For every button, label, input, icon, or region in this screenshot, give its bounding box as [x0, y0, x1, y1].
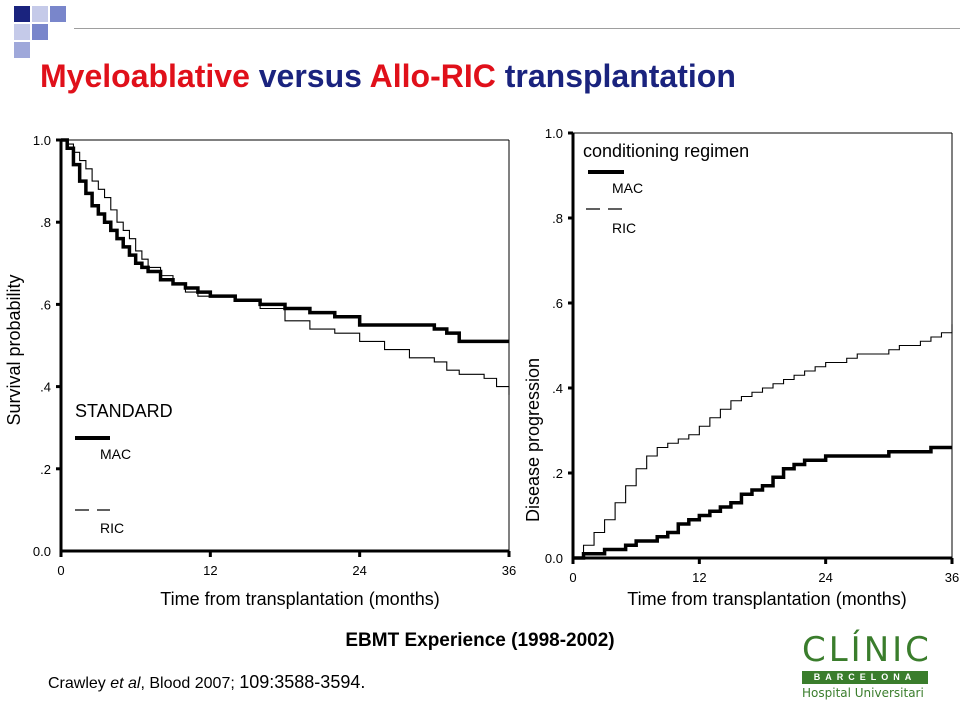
- y-axis-label: Survival probability: [4, 274, 24, 425]
- corner-square-light-1: [32, 6, 48, 22]
- y-zero-label: 0.0: [545, 551, 563, 566]
- series-line-mac: [573, 445, 952, 560]
- x-tick-label: 0: [569, 570, 576, 585]
- legend-ric-label: RIC: [612, 220, 636, 236]
- x-tick-label: 24: [818, 570, 832, 585]
- y-tick-label: .4: [552, 381, 563, 396]
- y-tick-label: .8: [40, 215, 51, 230]
- x-tick-label: 12: [692, 570, 706, 585]
- x-tick-label: 24: [352, 563, 366, 578]
- title-myeloablative: Myeloablative: [40, 58, 250, 94]
- y-tick-label: 1.0: [545, 126, 563, 141]
- x-tick-label: 0: [57, 563, 64, 578]
- logo-word: CLÍNIC: [802, 630, 932, 670]
- citation-authors: Crawley: [48, 675, 111, 692]
- corner-square-light-2: [14, 24, 30, 40]
- legend-mac-label: MAC: [612, 180, 643, 196]
- progression-chart: 0 12 24 36 .2 .4 .6 .8 1.0 0.0 Disease progressio…: [523, 126, 959, 609]
- legend-title: STANDARD: [75, 401, 173, 421]
- clinic-logo: CLÍNIC BARCELONA Hospital Universitari: [802, 630, 932, 700]
- y-tick-label: .6: [552, 296, 563, 311]
- y-tick-label: .8: [552, 211, 563, 226]
- title-versus: versus: [258, 58, 362, 94]
- corner-square-light-3: [14, 42, 30, 58]
- y-tick-label: .2: [552, 466, 563, 481]
- x-axis-label: Time from transplantation (months): [627, 589, 906, 609]
- x-axis-label: Time from transplantation (months): [160, 589, 439, 609]
- slide-title: Myeloablative versus Allo-RIC transplant…: [40, 58, 736, 95]
- legend-mac-label: MAC: [100, 446, 131, 462]
- corner-square-navy-1: [14, 6, 30, 22]
- logo-hospital: Hospital Universitari: [802, 686, 924, 700]
- y-axis-label: Disease progression: [523, 358, 543, 522]
- survival-chart: 0 12 24 36 .2 .4 .6 .8 1.0 0.0 Survival probabili…: [4, 133, 516, 609]
- x-tick-label: 36: [502, 563, 516, 578]
- y-tick-label: 1.0: [33, 133, 51, 148]
- y-tick-label: .6: [40, 297, 51, 312]
- y-tick-label: .2: [40, 462, 51, 477]
- x-tick-label: 12: [203, 563, 217, 578]
- legend-ric-label: RIC: [100, 520, 124, 536]
- legend-title: conditioning regimen: [583, 141, 749, 161]
- x-tick-label: 36: [945, 570, 959, 585]
- slide-subtitle: EBMT Experience (1998-2002): [345, 630, 615, 651]
- citation-journal: , Blood 2007;: [140, 675, 240, 692]
- citation-etal: et al: [110, 675, 141, 692]
- citation-ref: 109:3588-3594.: [239, 672, 366, 692]
- title-underline: [74, 28, 960, 29]
- y-zero-label: 0.0: [33, 544, 51, 559]
- series-line-mac: [61, 138, 509, 344]
- logo-city: BARCELONA: [802, 671, 928, 684]
- series-line-ric: [61, 139, 510, 395]
- corner-square-navy-3: [32, 24, 48, 40]
- title-allo-ric: Allo-RIC: [369, 58, 496, 94]
- y-tick-label: .4: [40, 380, 51, 395]
- series-line-ric: [573, 324, 953, 559]
- corner-square-navy-2: [50, 6, 66, 22]
- citation: Crawley et al, Blood 2007; 109:3588-3594…: [48, 672, 365, 693]
- title-transplantation: transplantation: [504, 58, 736, 94]
